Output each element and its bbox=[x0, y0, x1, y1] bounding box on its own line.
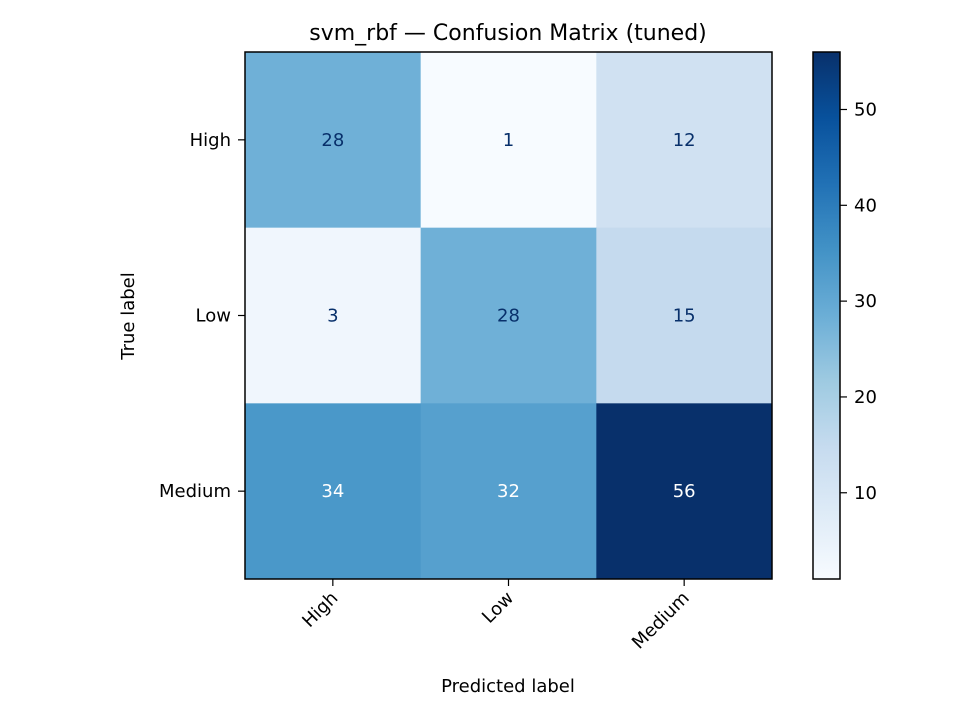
heatmap-cell bbox=[245, 52, 422, 229]
heatmap-cell bbox=[420, 403, 597, 580]
heatmap-cells bbox=[245, 52, 773, 580]
y-axis-ticks: High Low Medium bbox=[159, 130, 245, 502]
chart-title: svm_rbf — Confusion Matrix (tuned) bbox=[309, 21, 707, 46]
x-axis-ticks: High Low Medium bbox=[298, 579, 694, 654]
heatmap-cell bbox=[420, 227, 597, 404]
x-tick-label: Low bbox=[478, 588, 518, 628]
colorbar-tick-label: 50 bbox=[854, 99, 877, 120]
heatmap-cell bbox=[596, 227, 773, 404]
y-tick-label: Low bbox=[196, 306, 231, 327]
heatmap-cell bbox=[596, 403, 773, 580]
x-axis-label: Predicted label bbox=[441, 676, 575, 697]
cell-value-label: 3 bbox=[327, 306, 338, 327]
y-tick-label: High bbox=[190, 130, 231, 151]
y-tick-label: Medium bbox=[159, 481, 231, 502]
colorbar-ticks: 10 20 30 40 50 bbox=[840, 99, 877, 504]
colorbar bbox=[812, 51, 841, 580]
cell-value-label: 28 bbox=[497, 306, 520, 327]
cell-value-label: 28 bbox=[321, 130, 344, 151]
heatmap-cell bbox=[596, 52, 773, 229]
heatmap-cell bbox=[245, 403, 422, 580]
cell-value-label: 34 bbox=[321, 481, 344, 502]
colorbar-tick-label: 30 bbox=[854, 291, 877, 312]
cell-value-label: 1 bbox=[503, 130, 514, 151]
cell-value-labels: 28 1 12 3 28 15 34 32 56 bbox=[321, 130, 695, 502]
heatmap-cell bbox=[245, 227, 422, 404]
x-tick-label: Medium bbox=[628, 588, 694, 654]
colorbar-tick-label: 20 bbox=[854, 387, 877, 408]
heatmap-cell bbox=[420, 52, 597, 229]
colorbar-tick-label: 10 bbox=[854, 483, 877, 504]
cell-value-label: 32 bbox=[497, 481, 520, 502]
x-tick-label: High bbox=[298, 588, 342, 632]
cell-value-label: 12 bbox=[673, 130, 696, 151]
y-axis-label: True label bbox=[118, 272, 139, 361]
cell-value-label: 15 bbox=[673, 306, 696, 327]
cell-value-label: 56 bbox=[673, 481, 696, 502]
colorbar-tick-label: 40 bbox=[854, 195, 877, 216]
